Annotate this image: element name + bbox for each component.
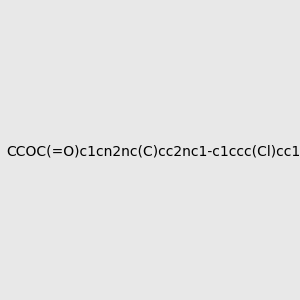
Text: CCOC(=O)c1cn2nc(C)cc2nc1-c1ccc(Cl)cc1: CCOC(=O)c1cn2nc(C)cc2nc1-c1ccc(Cl)cc1: [7, 145, 300, 158]
